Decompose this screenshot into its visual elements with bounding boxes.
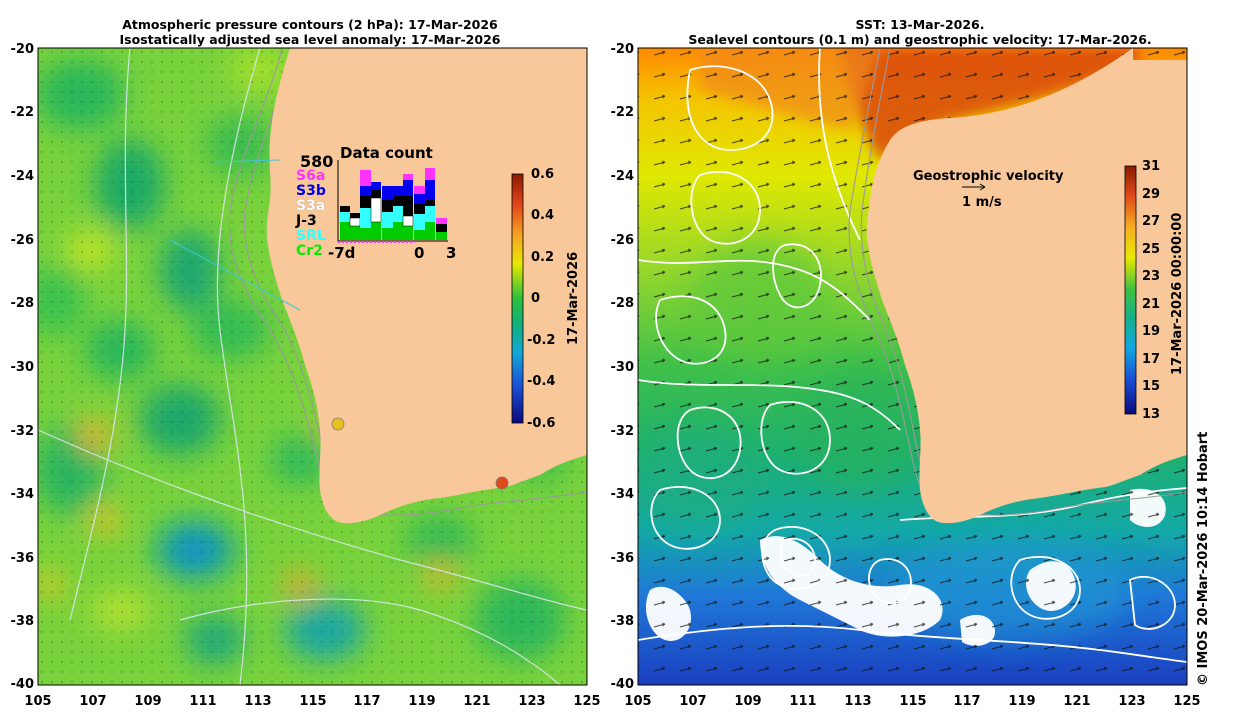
right-title-line2: Sealevel contours (0.1 m) and geostrophi… (688, 32, 1152, 47)
sat-label-s3b: S3b (296, 183, 326, 199)
y-tick: -32 (10, 424, 35, 439)
y-tick: -30 (610, 360, 635, 375)
data-count-histogram (337, 160, 448, 243)
x-tick: 121 (1063, 694, 1091, 709)
y-tick: -28 (610, 296, 635, 311)
x-tick: 107 (79, 694, 107, 709)
y-tick: -32 (610, 424, 635, 439)
x-tick: 119 (1008, 694, 1036, 709)
x-tick: 117 (353, 694, 381, 709)
y-tick: -40 (610, 677, 635, 692)
sat-label-j3: J-3 (296, 213, 317, 229)
y-tick: -34 (610, 487, 635, 502)
right-colorbar-label: 17-Mar-2026 00:00:00 (1170, 212, 1185, 375)
x-tick: 123 (1118, 694, 1146, 709)
x-tick: 123 (518, 694, 546, 709)
x-tick: 113 (844, 694, 872, 709)
x-tick: 119 (408, 694, 436, 709)
velocity-legend-arrow (962, 183, 986, 191)
left-title-line1: Atmospheric pressure contours (2 hPa): 1… (122, 17, 498, 32)
y-tick: -30 (10, 360, 35, 375)
y-tick: -20 (10, 42, 35, 57)
sat-label-s3a: S3a (296, 198, 326, 214)
right-map-title: SST: 13-Mar-2026. Sealevel contours (0.1… (640, 17, 1200, 47)
right-cb-tick: 23 (1142, 269, 1161, 284)
x-tick: 121 (463, 694, 491, 709)
left-title-line2: Isostatically adjusted sea level anomaly… (119, 32, 501, 47)
right-title-line1: SST: 13-Mar-2026. (855, 17, 985, 32)
right-cb-tick: 27 (1142, 214, 1161, 229)
x-tick: 107 (679, 694, 707, 709)
left-cb-tick: -0.4 (527, 374, 556, 389)
y-tick: -40 (10, 677, 35, 692)
y-tick: -26 (10, 233, 35, 248)
sat-label-srl: SRL (296, 228, 326, 244)
right-cb-tick: 19 (1142, 324, 1161, 339)
x-tick: 125 (573, 694, 601, 709)
y-tick: -38 (610, 614, 635, 629)
right-cb-tick: 25 (1142, 242, 1161, 257)
left-map-title: Atmospheric pressure contours (2 hPa): 1… (60, 17, 560, 47)
y-tick: -36 (10, 551, 35, 566)
x-tick: 117 (953, 694, 981, 709)
left-cb-tick: 0 (531, 291, 541, 306)
x-tick: 115 (899, 694, 927, 709)
left-map-area (38, 48, 587, 685)
y-tick: -24 (610, 169, 635, 184)
right-cb-tick: 17 (1142, 352, 1161, 367)
velocity-legend-title: Geostrophic velocity (913, 169, 1064, 184)
left-land-mass (266, 48, 587, 524)
data-count-title: Data count (340, 144, 433, 162)
data-count-axis-zero: 0 (414, 244, 425, 262)
left-colorbar (511, 173, 524, 424)
right-colorbar (1124, 165, 1137, 415)
right-cb-tick: 13 (1142, 407, 1161, 422)
y-tick: -34 (10, 487, 35, 502)
y-tick: -36 (610, 551, 635, 566)
x-tick: 125 (1173, 694, 1201, 709)
y-tick: -22 (10, 105, 35, 120)
x-tick: 109 (734, 694, 762, 709)
left-cb-tick: 0.4 (531, 208, 555, 223)
right-cb-tick: 21 (1142, 297, 1161, 312)
y-tick: -20 (610, 42, 635, 57)
y-tick: -38 (10, 614, 35, 629)
left-colorbar-label: 17-Mar-2026 (566, 251, 581, 345)
data-count-max: 580 (300, 152, 334, 171)
x-tick: 111 (789, 694, 817, 709)
x-tick: 115 (299, 694, 327, 709)
x-tick: 109 (134, 694, 162, 709)
right-map-area (638, 48, 1187, 685)
right-cb-tick: 31 (1142, 159, 1161, 174)
right-cb-tick: 15 (1142, 379, 1161, 394)
left-cb-tick: -0.6 (527, 416, 556, 431)
y-tick: -26 (610, 233, 635, 248)
y-tick: -24 (10, 169, 35, 184)
sat-label-cr2: Cr2 (296, 243, 323, 259)
left-cb-tick: 0.6 (531, 167, 555, 182)
data-count-axis-start: -7d (328, 244, 356, 262)
x-tick: 105 (24, 694, 52, 709)
left-cb-tick: -0.2 (527, 333, 556, 348)
y-tick: -22 (610, 105, 635, 120)
y-tick: -28 (10, 296, 35, 311)
left-cb-tick: 0.2 (531, 250, 555, 265)
right-land-mass (866, 48, 1187, 524)
x-tick: 111 (189, 694, 217, 709)
data-count-axis-end: 3 (446, 244, 457, 262)
velocity-legend-scale: 1 m/s (962, 195, 1002, 210)
x-tick: 113 (244, 694, 272, 709)
sat-label-s6a: S6a (296, 168, 326, 184)
right-cb-tick: 29 (1142, 187, 1161, 202)
x-tick: 105 (624, 694, 652, 709)
imos-credit: © IMOS 20-Mar-2026 10:14 Hobart (1196, 431, 1211, 686)
